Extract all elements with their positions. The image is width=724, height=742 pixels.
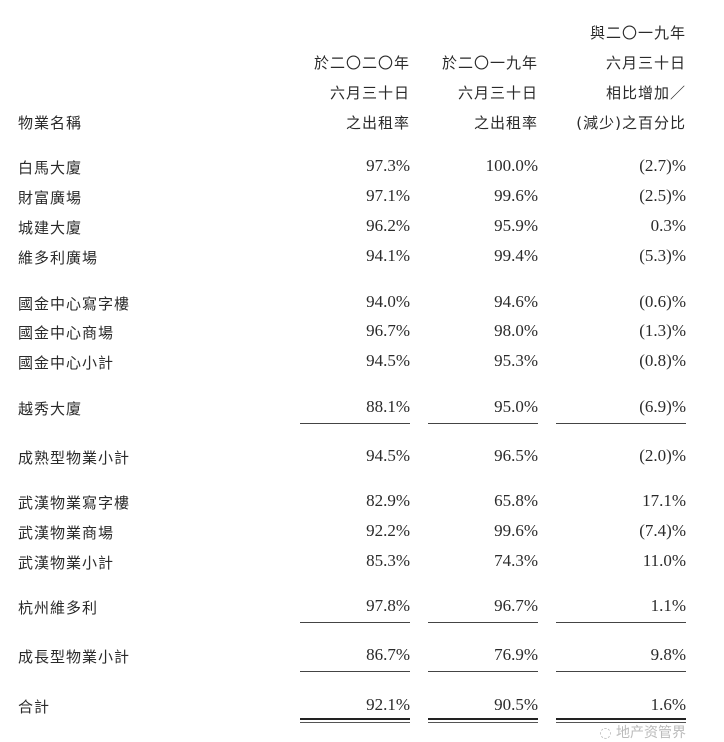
underline: [556, 622, 686, 623]
wechat-icon: ◌: [599, 725, 612, 741]
watermark-text: 地产资管界: [616, 725, 686, 741]
property-name: 白馬大廈: [18, 159, 83, 177]
cell-rate-2019: 76.9%: [494, 645, 538, 664]
header-change-line1: 與二〇一九年: [589, 24, 686, 42]
property-name: 維多利廣場: [18, 249, 99, 267]
header-2020-line3: 之出租率: [345, 114, 410, 132]
cell-change: 9.8%: [650, 645, 686, 664]
cell-change: (0.8)%: [639, 351, 686, 370]
cell-rate-2019: 74.3%: [494, 551, 538, 570]
cell-rate-2019: 99.6%: [494, 186, 538, 205]
header-2020-line1: 於二〇二〇年: [313, 54, 410, 72]
cell-rate-2019: 96.7%: [494, 596, 538, 615]
property-name: 越秀大廈: [18, 400, 83, 418]
double-underline: [428, 718, 538, 723]
header-property-name: 物業名稱: [18, 114, 83, 132]
cell-rate-2020: 82.9%: [366, 491, 410, 510]
property-name: 國金中心寫字樓: [18, 295, 131, 313]
cell-change: 1.6%: [650, 695, 686, 714]
cell-rate-2020: 96.7%: [366, 321, 410, 340]
cell-rate-2020: 97.8%: [366, 596, 410, 615]
header-change-line4: (減少)之百分比: [576, 114, 686, 132]
cell-rate-2020: 85.3%: [366, 551, 410, 570]
cell-rate-2019: 65.8%: [494, 491, 538, 510]
property-name: 國金中心小計: [18, 354, 115, 372]
double-underline: [556, 718, 686, 723]
property-name: 成熟型物業小計: [18, 449, 131, 467]
property-name: 杭州維多利: [18, 599, 99, 617]
cell-rate-2020: 92.2%: [366, 521, 410, 540]
cell-change: (7.4)%: [639, 521, 686, 540]
cell-rate-2019: 95.9%: [494, 216, 538, 235]
cell-change: (2.5)%: [639, 186, 686, 205]
cell-rate-2020: 86.7%: [366, 645, 410, 664]
cell-rate-2020: 94.1%: [366, 246, 410, 265]
header-change-line3: 相比增加／: [605, 84, 686, 102]
property-name: 合計: [18, 698, 51, 716]
cell-rate-2020: 88.1%: [366, 397, 410, 416]
underline: [556, 423, 686, 424]
underline: [428, 622, 538, 623]
cell-change: 1.1%: [650, 596, 686, 615]
underline: [556, 671, 686, 672]
cell-rate-2019: 99.4%: [494, 246, 538, 265]
header-change-line2: 六月三十日: [605, 54, 686, 72]
cell-rate-2019: 90.5%: [494, 695, 538, 714]
cell-change: (1.3)%: [639, 321, 686, 340]
property-name: 武漢物業小計: [18, 554, 115, 572]
cell-rate-2019: 98.0%: [494, 321, 538, 340]
cell-change: 17.1%: [642, 491, 686, 510]
property-name: 武漢物業寫字樓: [18, 494, 131, 512]
cell-rate-2020: 94.0%: [366, 292, 410, 311]
cell-rate-2020: 94.5%: [366, 351, 410, 370]
cell-rate-2019: 94.6%: [494, 292, 538, 311]
underline: [428, 671, 538, 672]
cell-change: (2.7)%: [639, 156, 686, 175]
underline: [300, 423, 410, 424]
cell-rate-2019: 99.6%: [494, 521, 538, 540]
cell-change: (5.3)%: [639, 246, 686, 265]
header-2019-line2: 六月三十日: [457, 84, 538, 102]
header-2019-line3: 之出租率: [473, 114, 538, 132]
cell-rate-2019: 95.0%: [494, 397, 538, 416]
cell-rate-2020: 96.2%: [366, 216, 410, 235]
cell-change: 11.0%: [642, 551, 686, 570]
cell-rate-2019: 100.0%: [485, 156, 538, 175]
cell-change: 0.3%: [650, 216, 686, 235]
header-2020-line2: 六月三十日: [329, 84, 410, 102]
double-underline: [300, 718, 410, 723]
header-2019-line1: 於二〇一九年: [441, 54, 538, 72]
cell-rate-2020: 94.5%: [366, 446, 410, 465]
cell-rate-2019: 96.5%: [494, 446, 538, 465]
property-name: 成長型物業小計: [18, 648, 131, 666]
underline: [428, 423, 538, 424]
cell-rate-2020: 92.1%: [366, 695, 410, 714]
property-name: 武漢物業商場: [18, 524, 115, 542]
property-name: 財富廣場: [18, 189, 83, 207]
property-name: 城建大廈: [18, 219, 83, 237]
cell-rate-2019: 95.3%: [494, 351, 538, 370]
underline: [300, 622, 410, 623]
cell-change: (6.9)%: [639, 397, 686, 416]
underline: [300, 671, 410, 672]
watermark: ◌ 地产资管界: [599, 725, 686, 741]
cell-change: (2.0)%: [639, 446, 686, 465]
property-name: 國金中心商場: [18, 324, 115, 342]
cell-rate-2020: 97.3%: [366, 156, 410, 175]
cell-rate-2020: 97.1%: [366, 186, 410, 205]
cell-change: (0.6)%: [639, 292, 686, 311]
